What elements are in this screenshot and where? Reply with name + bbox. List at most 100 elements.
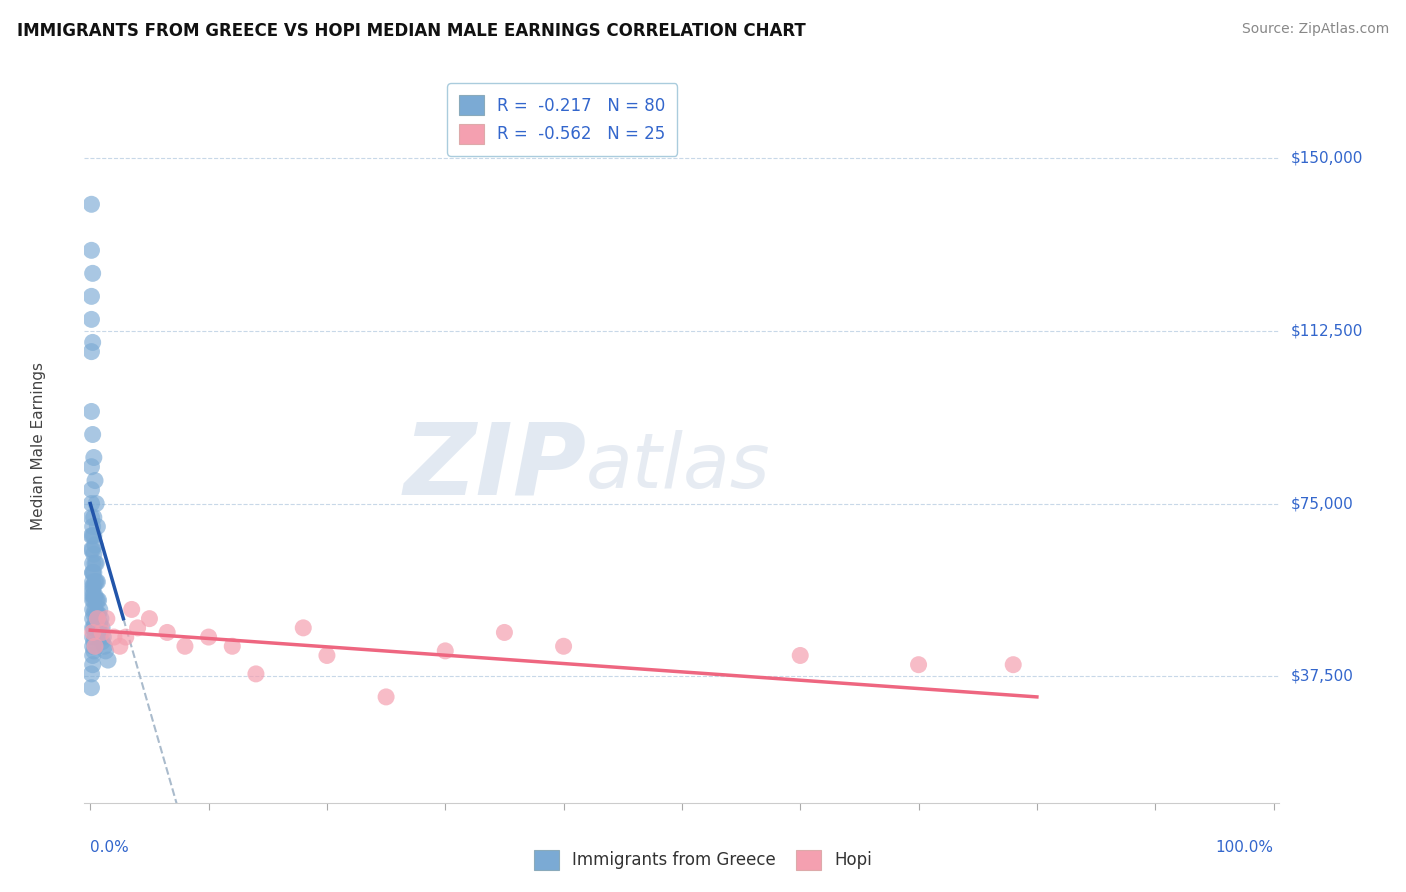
Point [82,335,104,350]
Point [82,566,104,580]
Point [86,574,108,589]
Point [84,557,107,571]
Point [94,644,117,658]
Point [156,625,179,640]
Text: atlas: atlas [586,431,770,504]
Point [84,574,107,589]
Point [82,648,104,663]
Point [82,574,104,589]
Point [108,640,131,654]
Point [80,681,103,695]
Point [86,607,108,621]
Point [80,542,103,557]
Point [96,612,118,626]
Point [83,579,105,593]
Point [84,593,107,607]
Text: $37,500: $37,500 [1291,669,1354,683]
Point [82,602,104,616]
Point [138,612,160,626]
Point [86,621,108,635]
Point [91,630,114,644]
Point [87,607,110,621]
Text: Source: ZipAtlas.com: Source: ZipAtlas.com [1241,22,1389,37]
Point [80,289,103,303]
Point [80,197,103,211]
Point [789,648,811,663]
Point [91,621,114,635]
Point [434,644,457,658]
Point [197,630,219,644]
Point [80,483,103,497]
Point [82,427,104,442]
Point [87,621,110,635]
Point [82,621,104,635]
Point [114,630,136,644]
Point [84,640,107,654]
Text: $112,500: $112,500 [1291,324,1362,338]
Point [82,593,104,607]
Point [86,593,108,607]
Point [83,510,105,524]
Point [82,557,104,571]
Point [83,621,105,635]
Point [82,612,104,626]
Point [80,529,103,543]
Point [84,616,107,631]
Point [90,612,112,626]
Point [121,602,143,616]
Text: IMMIGRANTS FROM GREECE VS HOPI MEDIAN MALE EARNINGS CORRELATION CHART: IMMIGRANTS FROM GREECE VS HOPI MEDIAN MA… [17,22,806,40]
Legend: Immigrants from Greece, Hopi: Immigrants from Greece, Hopi [527,843,879,877]
Point [83,529,105,543]
Point [127,621,149,635]
Text: 100.0%: 100.0% [1216,839,1274,855]
Text: Median Male Earnings: Median Male Earnings [31,362,46,530]
Point [80,459,103,474]
Point [82,625,104,640]
Point [82,519,104,533]
Point [87,593,110,607]
Point [82,640,104,654]
Point [80,510,103,524]
Point [84,497,107,511]
Point [553,640,575,654]
Point [93,640,115,654]
Point [82,542,104,557]
Point [89,602,111,616]
Point [80,666,103,681]
Text: 0.0%: 0.0% [90,839,129,855]
Point [84,621,107,635]
Point [84,607,107,621]
Point [83,607,105,621]
Point [91,634,114,648]
Point [80,244,103,258]
Point [97,653,120,667]
Point [82,266,104,280]
Legend: R =  -0.217   N = 80, R =  -0.562   N = 25: R = -0.217 N = 80, R = -0.562 N = 25 [447,83,678,155]
Point [84,557,107,571]
Text: $75,000: $75,000 [1291,496,1354,511]
Text: ZIP: ZIP [404,419,586,516]
Point [316,648,339,663]
Point [82,529,104,543]
Point [221,640,243,654]
Point [82,589,104,603]
Point [84,574,107,589]
Point [84,630,107,644]
Point [82,657,104,672]
Point [80,404,103,418]
Point [84,538,107,552]
Point [86,612,108,626]
Point [174,640,197,654]
Point [83,634,105,648]
Point [907,657,929,672]
Point [80,344,103,359]
Point [103,630,125,644]
Point [84,602,107,616]
Point [89,616,111,631]
Point [80,497,103,511]
Point [83,566,105,580]
Text: $150,000: $150,000 [1291,151,1362,166]
Point [82,630,104,644]
Point [90,625,112,640]
Point [91,625,114,640]
